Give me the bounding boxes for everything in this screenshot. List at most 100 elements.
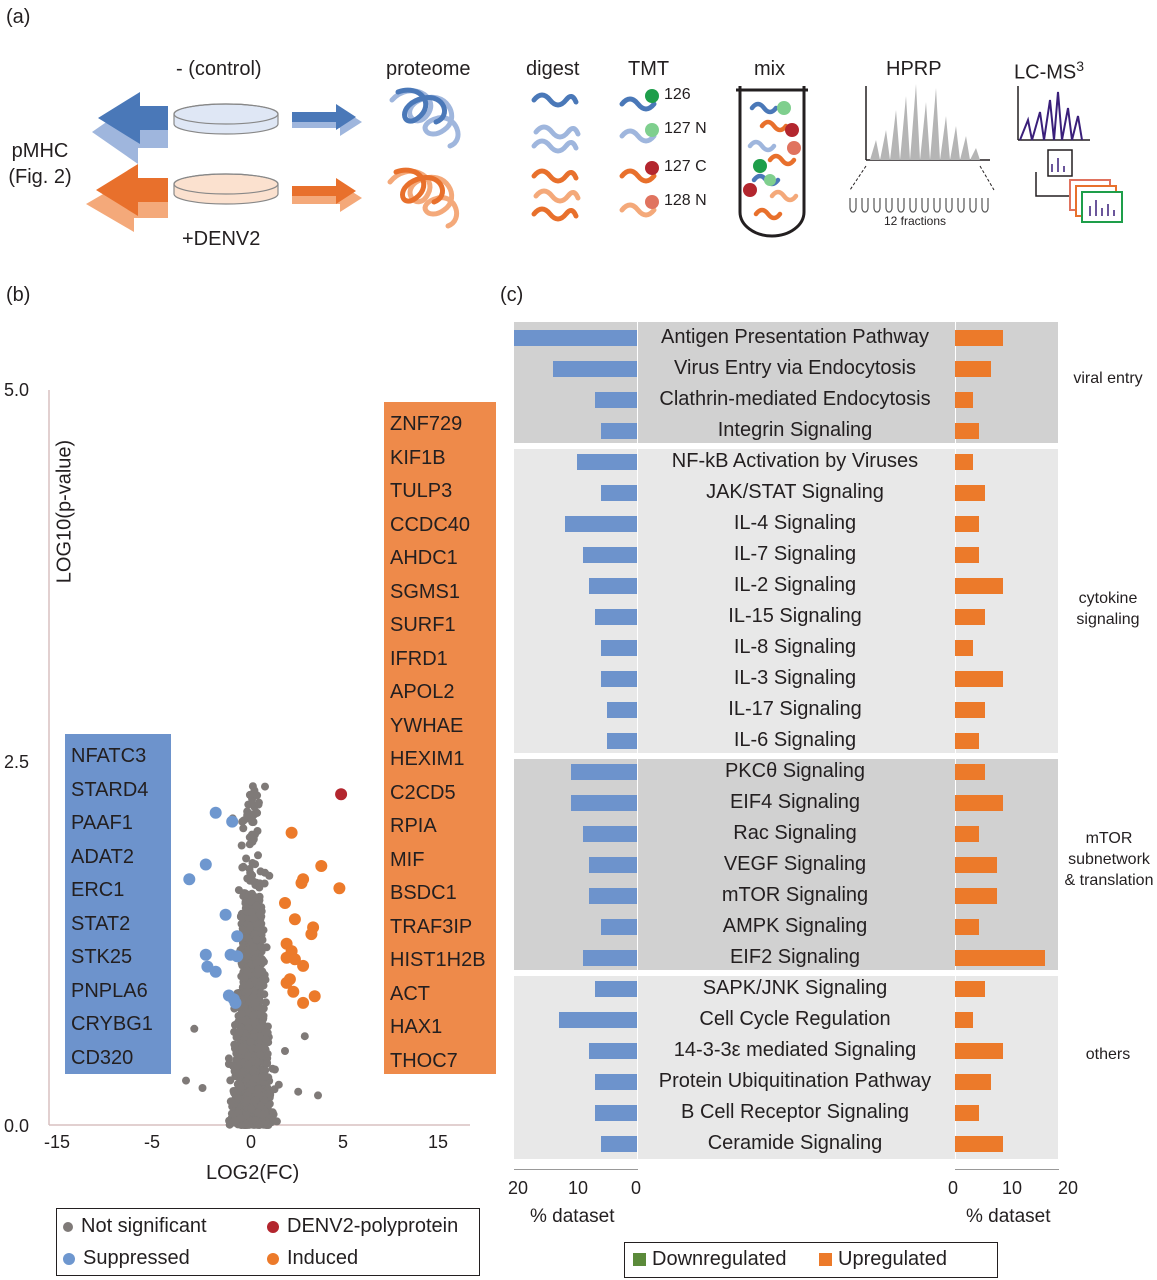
point-not-significant: [242, 854, 251, 863]
point-not-significant: [254, 851, 262, 860]
gene-label: AHDC1: [390, 547, 458, 569]
group-mtor-line1: mTOR: [1085, 830, 1133, 847]
point-not-significant: [256, 1101, 265, 1110]
point-not-significant: [246, 923, 254, 932]
group-band: [514, 759, 1058, 970]
point-not-significant: [259, 1004, 268, 1013]
gene-label: MIF: [390, 848, 425, 871]
point-not-significant: [269, 1110, 278, 1119]
pathway-label: IL-15 Signaling: [728, 605, 862, 627]
legend-not-significant: Not significant: [63, 1215, 207, 1238]
proteome-denv-icon: [387, 167, 460, 229]
group-band: [514, 976, 1058, 1159]
point-suppressed: [219, 908, 232, 921]
point-not-significant: [254, 1085, 263, 1094]
gene-label: THOC7: [390, 1049, 458, 1072]
point-induced: [280, 976, 293, 989]
digest-peptides-icon: [531, 92, 581, 222]
point-not-significant: [254, 798, 263, 807]
gene-label: IFRD1: [390, 647, 448, 670]
point-induced: [287, 985, 300, 998]
point-not-significant: [243, 933, 252, 942]
pathway-label: EIF4 Signaling: [729, 791, 861, 813]
point-not-significant: [247, 1104, 256, 1113]
square-icon: [633, 1253, 646, 1266]
gene-label: SGMS1: [390, 580, 461, 603]
gene-label: KIF1B: [390, 446, 446, 469]
point-not-significant: [251, 1096, 260, 1105]
point-not-significant: [239, 824, 248, 833]
lcms-label: LC-MS3: [1014, 58, 1084, 85]
proteome-label: proteome: [386, 58, 471, 80]
gene-label: BSDC1: [390, 882, 457, 904]
right-tick-0: 0: [948, 1178, 959, 1198]
bar-downregulated: [583, 826, 637, 842]
point-not-significant: [300, 1032, 309, 1041]
point-not-significant: [247, 799, 256, 808]
left-x-axis: [514, 1169, 638, 1170]
tmt-channel-126: 126: [664, 86, 691, 103]
point-suppressed: [183, 873, 196, 886]
bar-upregulated: [955, 485, 985, 501]
point-not-significant: [252, 935, 261, 944]
left-tick-10: 10: [568, 1178, 589, 1198]
bar-upregulated: [955, 702, 985, 718]
gene-label: ADAT2: [71, 845, 134, 868]
bar-upregulated: [955, 454, 973, 470]
tmt-channel-127c: 127 C: [664, 158, 707, 175]
point-not-significant: [237, 1010, 246, 1018]
point-not-significant: [182, 1076, 190, 1085]
bar-upregulated: [955, 330, 1003, 346]
bar-downregulated: [601, 671, 637, 687]
bar-downregulated: [595, 1105, 637, 1121]
bar-upregulated: [955, 609, 985, 625]
right-x-axis: [955, 1169, 1059, 1170]
gene-label: YWHAE: [390, 714, 464, 737]
y-tick-5: 5.0: [4, 380, 30, 400]
point-not-significant: [248, 831, 257, 840]
legend-induced-text: Induced: [287, 1247, 359, 1269]
point-not-significant: [235, 1027, 244, 1036]
point-suppressed: [229, 996, 242, 1009]
point-induced: [315, 860, 328, 872]
point-not-significant: [254, 965, 263, 974]
gene-label: ACT: [390, 982, 430, 1005]
hprp-chromatogram-icon: [849, 84, 995, 191]
bar-upregulated: [955, 857, 997, 873]
point-not-significant: [272, 1117, 281, 1126]
pathway-label: Rac Signaling: [733, 822, 857, 844]
point-induced: [279, 897, 291, 909]
point-not-significant: [231, 1021, 239, 1029]
point-induced: [305, 928, 318, 941]
point-suppressed: [231, 950, 244, 963]
bar-downregulated: [607, 733, 637, 749]
point-not-significant: [258, 1110, 267, 1119]
point-not-significant: [260, 990, 269, 999]
point-not-significant: [294, 1087, 303, 1096]
point-not-significant: [249, 914, 258, 923]
pathway-label: 14-3-3ε mediated Signaling: [673, 1039, 917, 1061]
volcano-legend: Not significant DENV2-polyprotein Suppre…: [56, 1208, 480, 1276]
group-cytokine-line1: cytokine: [1078, 590, 1138, 607]
point-not-significant: [229, 1062, 238, 1071]
gene-label: ERC1: [71, 879, 125, 901]
volcano-xlabel: LOG2(FC): [206, 1162, 300, 1184]
control-arrows: [92, 92, 168, 164]
bar-downregulated: [571, 764, 637, 780]
right-axis-label: % dataset: [966, 1206, 1051, 1227]
legend-denv2: DENV2-polyprotein: [267, 1215, 458, 1238]
point-induced: [295, 877, 308, 889]
point-not-significant: [236, 1114, 245, 1123]
point-not-significant: [247, 1044, 256, 1052]
point-not-significant: [257, 942, 266, 951]
pmhc-label: pMHC (Fig. 2): [0, 138, 80, 190]
gene-label: STARD4: [71, 778, 149, 801]
legend-not-significant-text: Not significant: [81, 1215, 207, 1237]
group-mtor-line2: subnetwork: [1068, 851, 1150, 868]
point-not-significant: [281, 1047, 289, 1055]
point-not-significant: [249, 1011, 258, 1020]
gene-label: HAX1: [390, 1016, 443, 1038]
bar-upregulated: [955, 919, 979, 935]
tmt-channel-127n: 127 N: [664, 120, 707, 137]
denv-right-arrow: [292, 178, 362, 212]
